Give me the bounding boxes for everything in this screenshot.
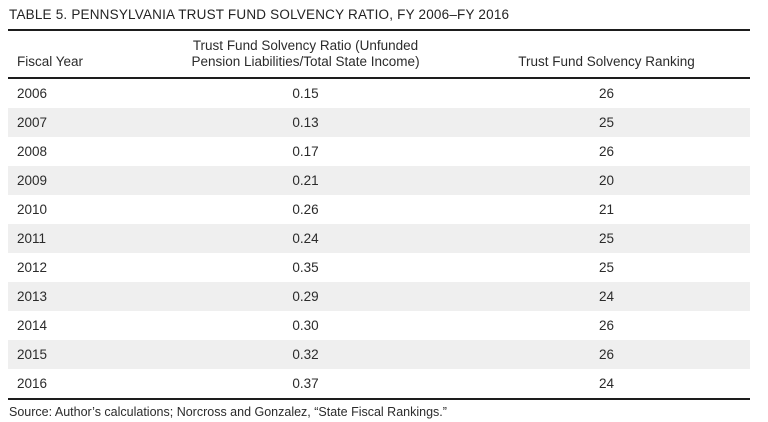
cell-ranking: 26 [598,143,615,159]
cell-ratio: 0.37 [292,375,319,391]
table-row: 2011 0.24 25 [8,224,750,253]
source-note: Source: Author’s calculations; Norcross … [9,405,447,419]
cell-year: 2007 [17,114,48,130]
cell-year: 2006 [17,85,48,101]
cell-ranking: 24 [598,288,615,304]
table-row: 2009 0.21 20 [8,166,750,195]
top-rule [8,29,750,31]
column-header-solvency-ratio-line2: Pension Liabilities/Total State Income) [191,54,420,69]
cell-ratio: 0.32 [292,346,319,362]
cell-ranking: 26 [598,346,615,362]
cell-ratio: 0.15 [292,85,319,101]
cell-ranking: 26 [598,85,615,101]
cell-ratio: 0.29 [292,288,319,304]
cell-ranking: 20 [598,172,615,188]
cell-ranking: 21 [598,201,615,217]
table-row: 2016 0.37 24 [8,369,750,398]
cell-year: 2012 [17,259,48,275]
cell-ranking: 25 [598,259,615,275]
cell-ranking: 25 [598,230,615,246]
cell-year: 2016 [17,375,48,391]
table-row: 2007 0.13 25 [8,108,750,137]
cell-year: 2011 [17,230,47,246]
cell-year: 2014 [17,317,48,333]
table-row: 2015 0.32 26 [8,340,750,369]
table-row: 2014 0.30 26 [8,311,750,340]
bottom-rule [8,398,750,400]
cell-ratio: 0.26 [292,201,319,217]
cell-ratio: 0.24 [292,230,319,246]
header-rule [8,77,750,79]
cell-ratio: 0.13 [292,114,319,130]
cell-year: 2013 [17,288,48,304]
cell-ratio: 0.35 [292,259,319,275]
table-row: 2008 0.17 26 [8,137,750,166]
table-row: 2013 0.29 24 [8,282,750,311]
cell-ranking: 25 [598,114,615,130]
column-header-fiscal-year: Fiscal Year [17,54,84,69]
cell-ratio: 0.30 [292,317,319,333]
cell-ranking: 24 [598,375,615,391]
table-title: TABLE 5. PENNSYLVANIA TRUST FUND SOLVENC… [9,7,510,22]
cell-year: 2010 [17,201,48,217]
table-body: 2006 0.15 26 2007 0.13 25 2008 0.17 26 2009 0.21 20… [8,79,750,398]
table-row: 2006 0.15 26 [8,79,750,108]
cell-ranking: 26 [598,317,615,333]
table-row: 2010 0.26 21 [8,195,750,224]
cell-year: 2008 [17,143,48,159]
table-row: 2012 0.35 25 [8,253,750,282]
table-header-row: Fiscal Year Trust Fund Solvency Ratio (U… [8,31,750,77]
cell-year: 2015 [17,346,48,362]
column-header-solvency-ranking: Trust Fund Solvency Ranking [518,54,695,69]
column-header-solvency-ratio-line1: Trust Fund Solvency Ratio (Unfunded [192,38,419,53]
cell-ratio: 0.17 [292,143,319,159]
column-header-solvency-ratio: Trust Fund Solvency Ratio (Unfunded Pens… [148,38,463,70]
cell-ratio: 0.21 [292,172,319,188]
cell-year: 2009 [17,172,48,188]
